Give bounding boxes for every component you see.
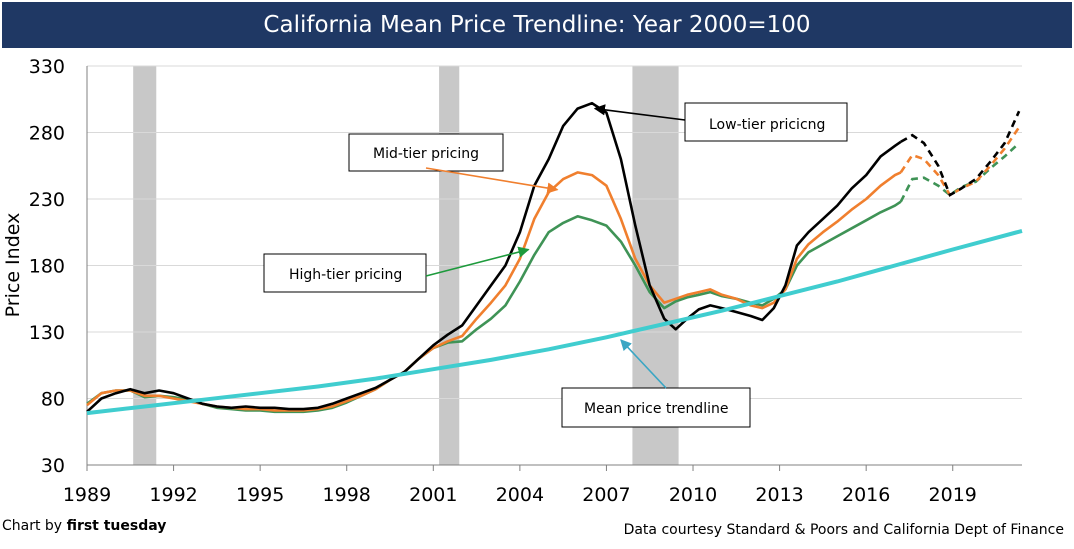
y-tick-label: 130 [29,322,65,344]
x-tick-label: 1995 [236,484,284,506]
mid-tier-box [348,133,504,172]
y-tick-label: 80 [41,389,65,411]
series-low-projection [900,110,1021,197]
x-tick-label: 2016 [842,484,890,506]
chart-credit: Chart by first tuesday [2,518,166,534]
y-tick-label: 330 [29,56,65,78]
mid-tier-label: Mid-tier pricing [373,146,479,162]
x-tick-label: 2001 [409,484,457,506]
x-axis-ticks: 1989 1992 1995 1998 2001 2004 2007 2010 2013 2016… [63,465,977,506]
trend-arrow [620,339,667,389]
credit-brand: first tuesday [66,518,167,534]
y-tick-label: 180 [29,256,65,278]
mid-tier-arrow [425,167,559,194]
trend-label: Mean price trendline [584,401,728,417]
grid-lines [86,65,1022,466]
annotations: Low-tier pricicng Mid-tier pricing High-… [263,102,848,428]
x-tick-label: 1992 [149,484,197,506]
y-axis-ticks: 30 80 130 180 230 280 330 [29,56,65,477]
low-tier-label: Low-tier pricicng [709,117,825,133]
y-axis-label: Price Index [2,213,24,318]
trend-box [561,387,751,428]
y-tick-label: 280 [29,123,65,145]
series-mid-line [86,171,902,412]
x-tick-label: 1989 [63,484,111,506]
x-tick-label: 2004 [496,484,544,506]
low-tier-arrow [593,104,686,121]
series-high-line [86,200,902,414]
series-mid-projection [899,126,1021,197]
series-lines [86,101,1023,416]
y-tick-label: 230 [29,189,65,211]
low-tier-box [684,102,848,142]
high-tier-label: High-tier pricing [289,267,402,283]
series-trend-line [86,228,1023,416]
chart-title-bar: California Mean Price Trendline: Year 20… [2,2,1072,48]
x-tick-label: 1998 [323,484,371,506]
chart-title: California Mean Price Trendline: Year 20… [263,12,811,38]
y-tick-label: 30 [41,455,65,477]
x-tick-label: 2010 [669,484,717,506]
series-low-line [86,101,902,413]
credit-prefix: Chart by [2,518,63,534]
data-source: Data courtesy Standard & Poors and Calif… [623,522,1064,538]
x-tick-label: 2007 [582,484,630,506]
high-tier-arrow [425,246,530,277]
x-tick-label: 2013 [755,484,803,506]
high-tier-box [263,253,427,293]
x-tick-label: 2019 [929,484,977,506]
